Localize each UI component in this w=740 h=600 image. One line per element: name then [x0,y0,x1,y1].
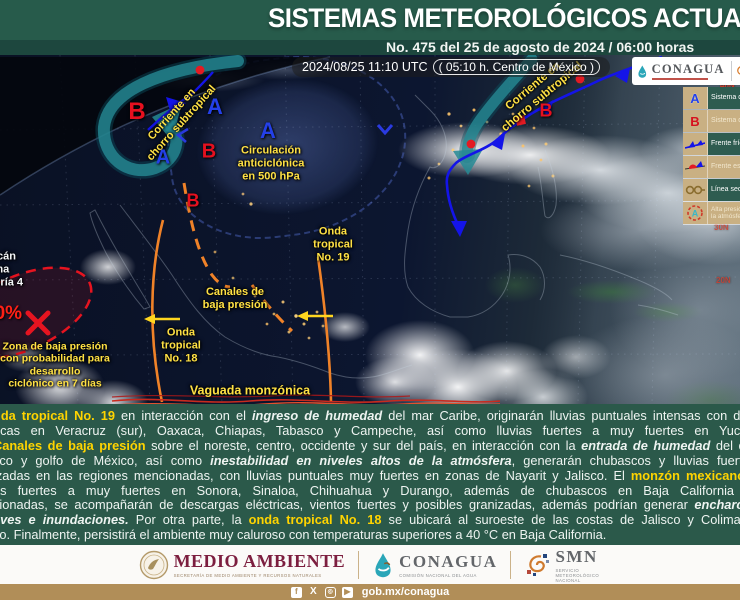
legend-row-dry-line: Línea seca [683,179,740,202]
latitude-label: 40N [720,81,735,90]
label-hurricane: Huracán Gilma categoría 4 [0,250,24,289]
low-pressure-symbol: B [539,100,553,121]
tropical-wave-lines [151,219,333,403]
conagua-name: CONAGUA [399,551,498,571]
water-drop-icon [638,65,647,78]
label-low-pressure-channels: Canales de baja presión [202,286,268,311]
low-pressure-symbol: B [128,98,146,125]
bulletin-number: No. 475 del 25 de agosto de 2024 / 06:00… [386,39,695,55]
medio-ambiente-logo: MEDIO AMBIENTE SECRETARÍA DE MEDIO AMBIE… [139,550,346,580]
forecast-line: nda tropical No. 19 en interacción con e… [0,408,740,423]
label-monsoon-trough: Vaguada monzónica [189,383,311,398]
forecast-text-block: nda tropical No. 19 en interacción con e… [0,404,740,545]
monsoon-trough-line [111,394,501,404]
legend-row-stationary-front: Frente estacionario [683,156,740,179]
svg-text:A: A [692,209,699,219]
conagua-tagline: COMISIÓN NACIONAL DEL AGUA [399,572,477,578]
dry-line-icon [683,179,708,201]
label-anticyclone: Circulación anticiclónica en 500 hPa [237,144,305,183]
wind-chevron [376,124,394,136]
cold-front-icon [683,133,708,155]
legend-row-cold-front: Frente frío [683,133,740,156]
medio-ambiente-tagline: SECRETARÍA DE MEDIO AMBIENTE Y RECURSOS … [173,573,322,578]
jet-stream-left [95,55,247,179]
legend-label: Frente estacionario [708,156,740,178]
x-twitter-icon[interactable]: X [309,586,317,597]
conagua-wordmark: CONAGUA [651,62,725,76]
youtube-icon[interactable]: ▶ [341,586,353,598]
forecast-line: ricas en Veracruz (sur), Oaxaca, Chiapas… [0,422,740,438]
legend-row-high-pressure: A Sistema de alta presión [683,87,740,110]
footer-divider [510,550,512,579]
smn-spiral-icon [527,553,550,576]
water-drop-icon [375,552,391,577]
conagua-footer-logo: CONAGUA COMISIÓN NACIONAL DEL AGUA [372,552,497,578]
wind-chevron [175,127,189,143]
subheader-band: No. 475 del 25 de agosto de 2024 / 06:00… [0,39,740,55]
forecast-lines: nda tropical No. 19 en interacción con e… [0,408,740,543]
medio-ambiente-name: MEDIO AMBIENTE [173,551,346,571]
wave-motion-arrows [144,311,333,324]
map-legend: A Sistema de alta presión B Sistema de b… [683,87,740,225]
timestamp-local: ( 05:10 h. Centro de México ) [432,59,600,75]
high-pressure-symbol: A [260,118,276,143]
high-pressure-icon: A [683,87,708,109]
logo-rule [651,78,708,80]
stationary-front-icon [683,156,708,178]
forecast-line: aves e inundaciones. Por otra parte, la … [0,512,740,528]
conagua-logo-box: CONAGUA [632,57,740,85]
legend-row-low-pressure: B Sistema de baja presión [683,110,740,133]
legend-label: Frente frío [708,133,740,155]
low-pressure-symbol: B [201,140,217,163]
timestamp-utc: 2024/08/25 11:10 UTC [302,60,428,74]
forecast-line: cionadas, se acompañarán de descargas el… [0,497,740,513]
front-segment-northwest [147,65,214,131]
high-pressure-symbol: A [155,146,171,169]
satellite-map: Corriente en chorro subtropical Corrient… [0,55,740,404]
high-pressure-symbol: A [207,94,223,119]
legend-row-mid-level-high: A Alta presión en niveles medios de la a… [683,202,740,225]
legend-label: Sistema de alta presión [708,87,740,109]
header-band: SISTEMAS METEOROLÓGICOS ACTUALES [0,0,740,40]
coastlines [89,94,679,379]
forecast-line: co. Finalmente, persistirá el ambiente m… [0,527,607,543]
gobmx-url[interactable]: gob.mx/conagua [361,586,450,598]
smn-name: SMN [555,546,598,566]
development-zone [0,266,93,360]
label-tropical-wave-19: Onda tropical No. 19 [313,225,353,264]
smn-footer-logo: SMN SERVICIO METEOROLÓGICO NACIONAL [524,547,601,583]
earth-limb [0,56,331,196]
legend-label: Sistema de baja presión [708,110,740,132]
legend-label: Alta presión en niveles medios de la atm… [708,202,740,224]
forecast-line: as fuertes a muy fuertes en Sonora, Sina… [0,482,740,498]
timestamp-bar: 2024/08/25 11:10 UTC ( 05:10 h. Centro d… [292,57,610,77]
instagram-icon[interactable]: ◎ [324,586,336,598]
label-tropical-wave-18: Onda tropical No. 18 [161,326,201,365]
footer-divider [358,550,360,579]
page-title: SISTEMAS METEOROLÓGICOS ACTUALES [268,3,740,33]
mid-level-high-icon: A [683,202,708,224]
forecast-line: fico y golfo de México, así como inestab… [0,452,740,468]
development-probability: 90% [0,303,23,324]
facebook-icon[interactable]: f [290,586,302,598]
low-pressure-symbol: B [186,190,200,211]
eagle-seal-icon [139,550,168,579]
label-development-zone: Zona de baja presión con probabilidad pa… [0,340,110,390]
low-pressure-channels [182,182,294,333]
smn-tagline: SERVICIO METEOROLÓGICO NACIONAL [555,567,600,583]
latitude-label: 20N [716,276,731,285]
low-pressure-icon: B [683,110,708,132]
legend-label: Línea seca [708,179,740,201]
social-bar: f X ◎ ▶ gob.mx/conagua [0,584,740,600]
institutional-footer: MEDIO AMBIENTE SECRETARÍA DE MEDIO AMBIE… [0,545,740,584]
forecast-line: izadas en las regiones mencionadas, con … [0,467,740,483]
latitude-label: 30N [714,223,729,232]
logo-divider [730,61,732,81]
forecast-line: Canales de baja presión sobre el noreste… [0,437,740,453]
smn-spiral-icon [737,66,740,75]
